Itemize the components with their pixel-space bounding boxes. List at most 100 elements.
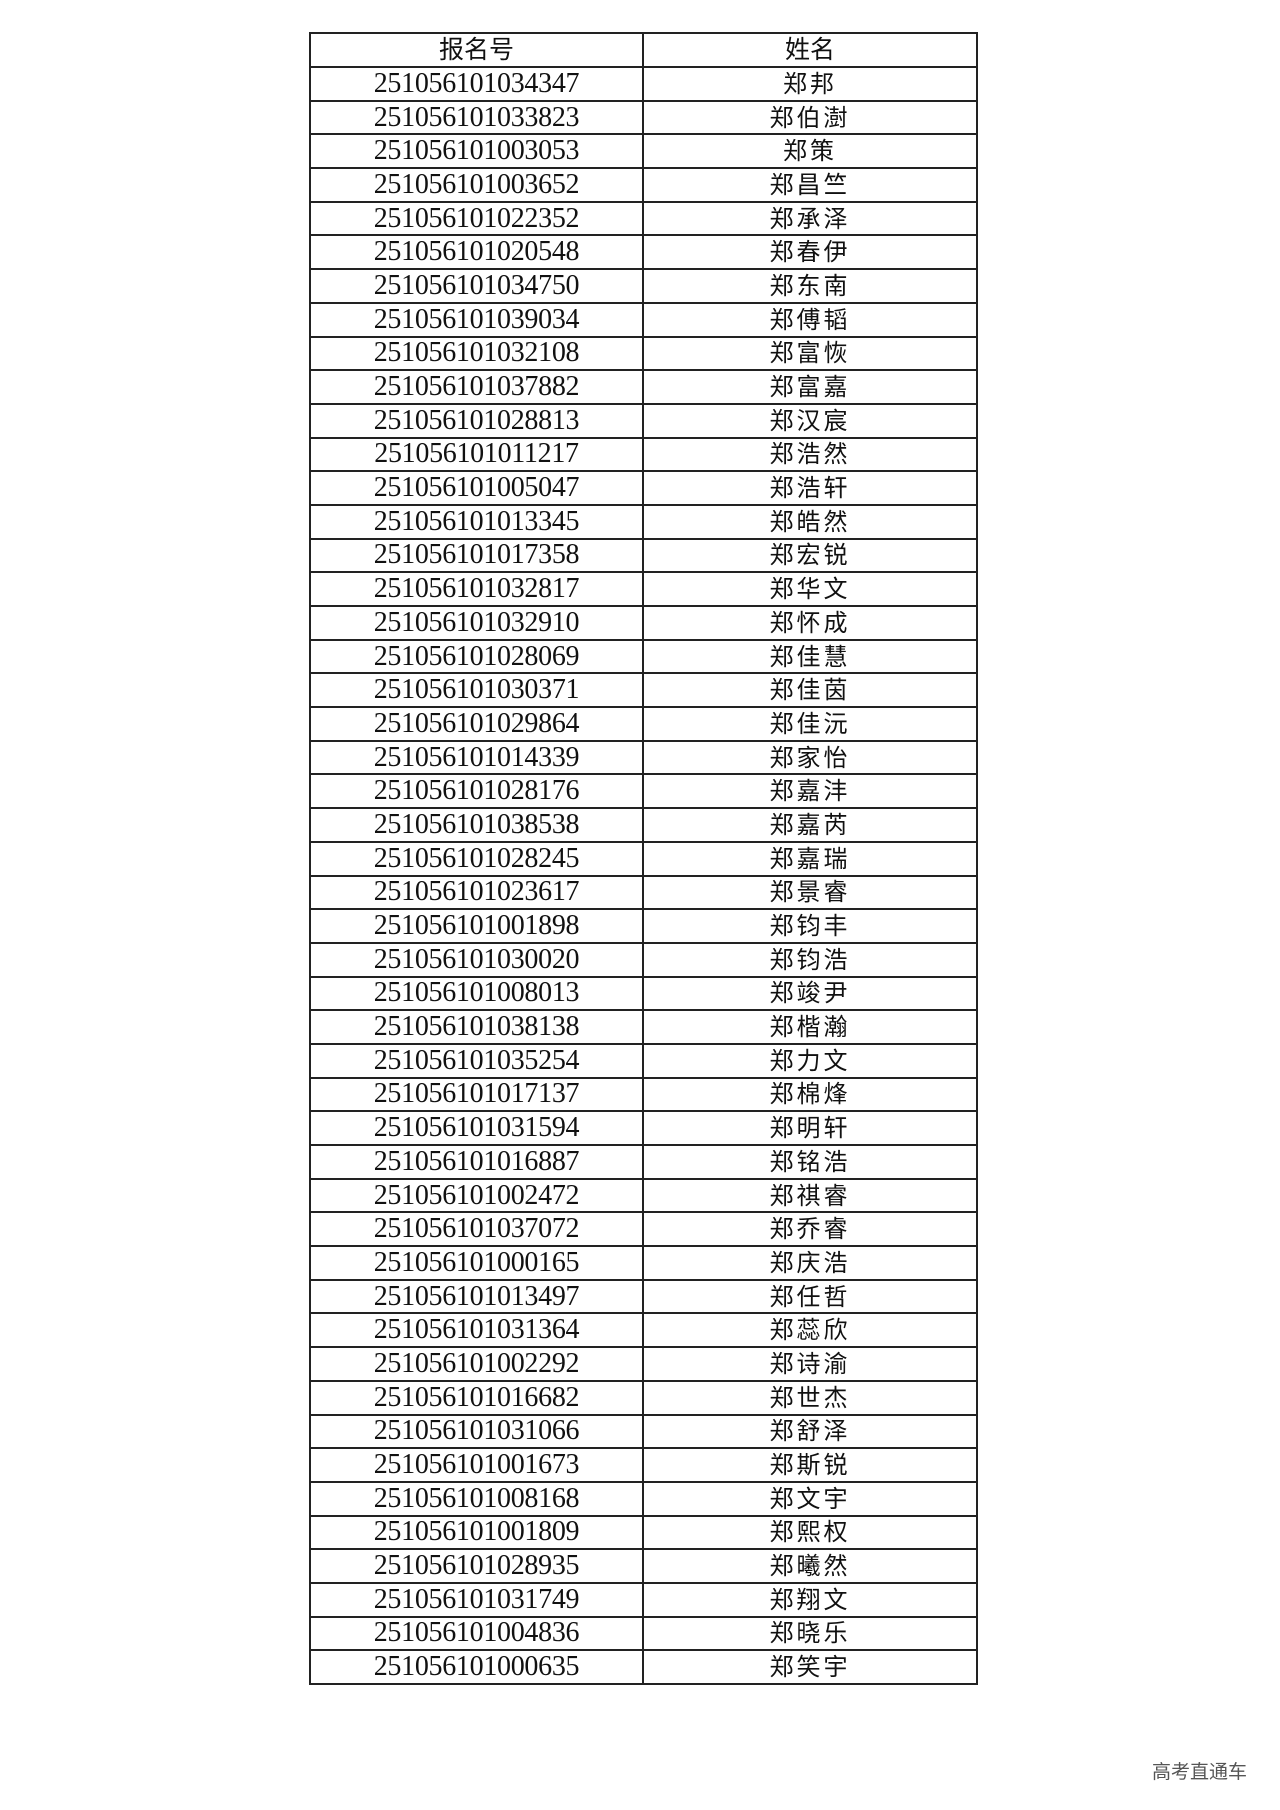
registration-number-cell: 251056101037882 — [309, 369, 644, 405]
name-cell: 郑承泽 — [642, 200, 978, 237]
registration-number-cell: 251056101002292 — [309, 1346, 644, 1382]
registration-number-cell: 251056101031594 — [309, 1110, 644, 1146]
table-row: 251056101001809 郑熙权 — [309, 1514, 978, 1551]
table-row: 251056101035254 郑力文 — [309, 1042, 978, 1079]
table-row: 251056101028069 郑佳慧 — [309, 638, 978, 675]
name-cell: 郑楷瀚 — [642, 1009, 978, 1045]
table-row: 251056101028176 郑嘉沣 — [309, 773, 978, 810]
table-header-row: 报名号 姓名 — [309, 32, 978, 68]
table-body: 251056101034347 郑邦 251056101033823 郑伯澍 25105… — [309, 66, 978, 1685]
table-row: 251056101030371 郑佳茵 — [309, 672, 978, 709]
name-cell: 郑任哲 — [642, 1278, 978, 1315]
registration-number-cell: 251056101011217 — [309, 436, 644, 473]
table-row: 251056101037072 郑乔睿 — [309, 1211, 978, 1248]
name-cell: 郑佳慧 — [642, 638, 978, 675]
registration-number-cell: 251056101008168 — [309, 1480, 644, 1517]
name-cell: 郑钧丰 — [642, 908, 978, 944]
registration-number-cell: 251056101023617 — [309, 874, 644, 911]
name-cell: 郑汉宸 — [642, 402, 978, 439]
name-cell: 郑华文 — [642, 571, 978, 607]
table-row: 251056101031594 郑明轩 — [309, 1110, 978, 1146]
table-row: 251056101022352 郑承泽 — [309, 200, 978, 237]
header-name: 姓名 — [642, 32, 978, 68]
name-cell: 郑斯锐 — [642, 1447, 978, 1483]
table-row: 251056101014339 郑家怡 — [309, 739, 978, 776]
name-cell: 郑东南 — [642, 268, 978, 304]
name-cell: 郑嘉芮 — [642, 807, 978, 843]
name-cell: 郑浩轩 — [642, 470, 978, 506]
table-row: 251056101005047 郑浩轩 — [309, 470, 978, 506]
registration-number-cell: 251056101030020 — [309, 941, 644, 978]
table-row: 251056101032910 郑怀成 — [309, 605, 978, 641]
table-row: 251056101031066 郑舒泽 — [309, 1413, 978, 1450]
registration-number-cell: 251056101031749 — [309, 1581, 644, 1618]
table-row: 251056101031364 郑蕊欣 — [309, 1312, 978, 1349]
table-row: 251056101031749 郑翔文 — [309, 1581, 978, 1618]
registration-number-cell: 251056101002472 — [309, 1177, 644, 1214]
name-cell: 郑傅韬 — [642, 301, 978, 338]
name-cell: 郑宏锐 — [642, 537, 978, 574]
registration-number-cell: 251056101001898 — [309, 908, 644, 944]
table-row: 251056101028245 郑嘉瑞 — [309, 840, 978, 877]
registration-number-cell: 251056101032817 — [309, 571, 644, 607]
registration-number-cell: 251056101016682 — [309, 1379, 644, 1416]
table-row: 251056101033823 郑伯澍 — [309, 99, 978, 136]
registration-number-cell: 251056101031066 — [309, 1413, 644, 1450]
registration-number-cell: 251056101034347 — [309, 66, 644, 102]
table-row: 251056101020548 郑春伊 — [309, 234, 978, 271]
table-row: 251056101028813 郑汉宸 — [309, 402, 978, 439]
name-cell: 郑明轩 — [642, 1110, 978, 1146]
registration-number-cell: 251056101000165 — [309, 1245, 644, 1281]
table-row: 251056101001673 郑斯锐 — [309, 1447, 978, 1483]
registration-number-cell: 251056101020548 — [309, 234, 644, 271]
table-row: 251056101028935 郑曦然 — [309, 1548, 978, 1584]
registration-number-cell: 251056101001809 — [309, 1514, 644, 1551]
name-cell: 郑佳沅 — [642, 706, 978, 742]
table-row: 251056101016682 郑世杰 — [309, 1379, 978, 1416]
table-row: 251056101039034 郑傅韬 — [309, 301, 978, 338]
table-row: 251056101003053 郑策 — [309, 133, 978, 170]
table-row: 251056101017358 郑宏锐 — [309, 537, 978, 574]
name-cell: 郑乔睿 — [642, 1211, 978, 1248]
registration-number-cell: 251056101028245 — [309, 840, 644, 877]
name-cell: 郑祺睿 — [642, 1177, 978, 1214]
table-row: 251056101016887 郑铭浩 — [309, 1144, 978, 1180]
header-registration-number: 报名号 — [309, 32, 644, 68]
table-row: 251056101001898 郑钧丰 — [309, 908, 978, 944]
name-cell: 郑翔文 — [642, 1581, 978, 1618]
registration-number-cell: 251056101022352 — [309, 200, 644, 237]
table-row: 251056101037882 郑富嘉 — [309, 369, 978, 405]
table-row: 251056101008168 郑文宇 — [309, 1480, 978, 1517]
name-cell: 郑浩然 — [642, 436, 978, 473]
registration-number-cell: 251056101039034 — [309, 301, 644, 338]
name-cell: 郑笑宇 — [642, 1649, 978, 1685]
registration-number-cell: 251056101014339 — [309, 739, 644, 776]
table-row: 251056101029864 郑佳沅 — [309, 706, 978, 742]
name-cell: 郑景睿 — [642, 874, 978, 911]
table-row: 251056101032108 郑富恢 — [309, 335, 978, 372]
name-cell: 郑皓然 — [642, 503, 978, 540]
table-row: 251056101000635 郑笑宇 — [309, 1649, 978, 1685]
registration-number-cell: 251056101005047 — [309, 470, 644, 506]
registration-number-cell: 251056101004836 — [309, 1615, 644, 1652]
name-cell: 郑曦然 — [642, 1548, 978, 1584]
table-row: 251056101013497 郑任哲 — [309, 1278, 978, 1315]
table-row: 251056101011217 郑浩然 — [309, 436, 978, 473]
registration-number-cell: 251056101003652 — [309, 167, 644, 203]
table-row: 251056101017137 郑棉烽 — [309, 1076, 978, 1113]
name-cell: 郑邦 — [642, 66, 978, 102]
name-cell: 郑富恢 — [642, 335, 978, 372]
name-cell: 郑力文 — [642, 1042, 978, 1079]
registration-number-cell: 251056101028176 — [309, 773, 644, 810]
name-cell: 郑庆浩 — [642, 1245, 978, 1281]
registration-number-cell: 251056101031364 — [309, 1312, 644, 1349]
table-row: 251056101002292 郑诗渝 — [309, 1346, 978, 1382]
registration-number-cell: 251056101001673 — [309, 1447, 644, 1483]
name-cell: 郑舒泽 — [642, 1413, 978, 1450]
name-cell: 郑竣尹 — [642, 975, 978, 1012]
name-cell: 郑晓乐 — [642, 1615, 978, 1652]
registration-number-cell: 251056101029864 — [309, 706, 644, 742]
name-cell: 郑昌竺 — [642, 167, 978, 203]
registration-number-cell: 251056101008013 — [309, 975, 644, 1012]
registration-number-cell: 251056101013345 — [309, 503, 644, 540]
